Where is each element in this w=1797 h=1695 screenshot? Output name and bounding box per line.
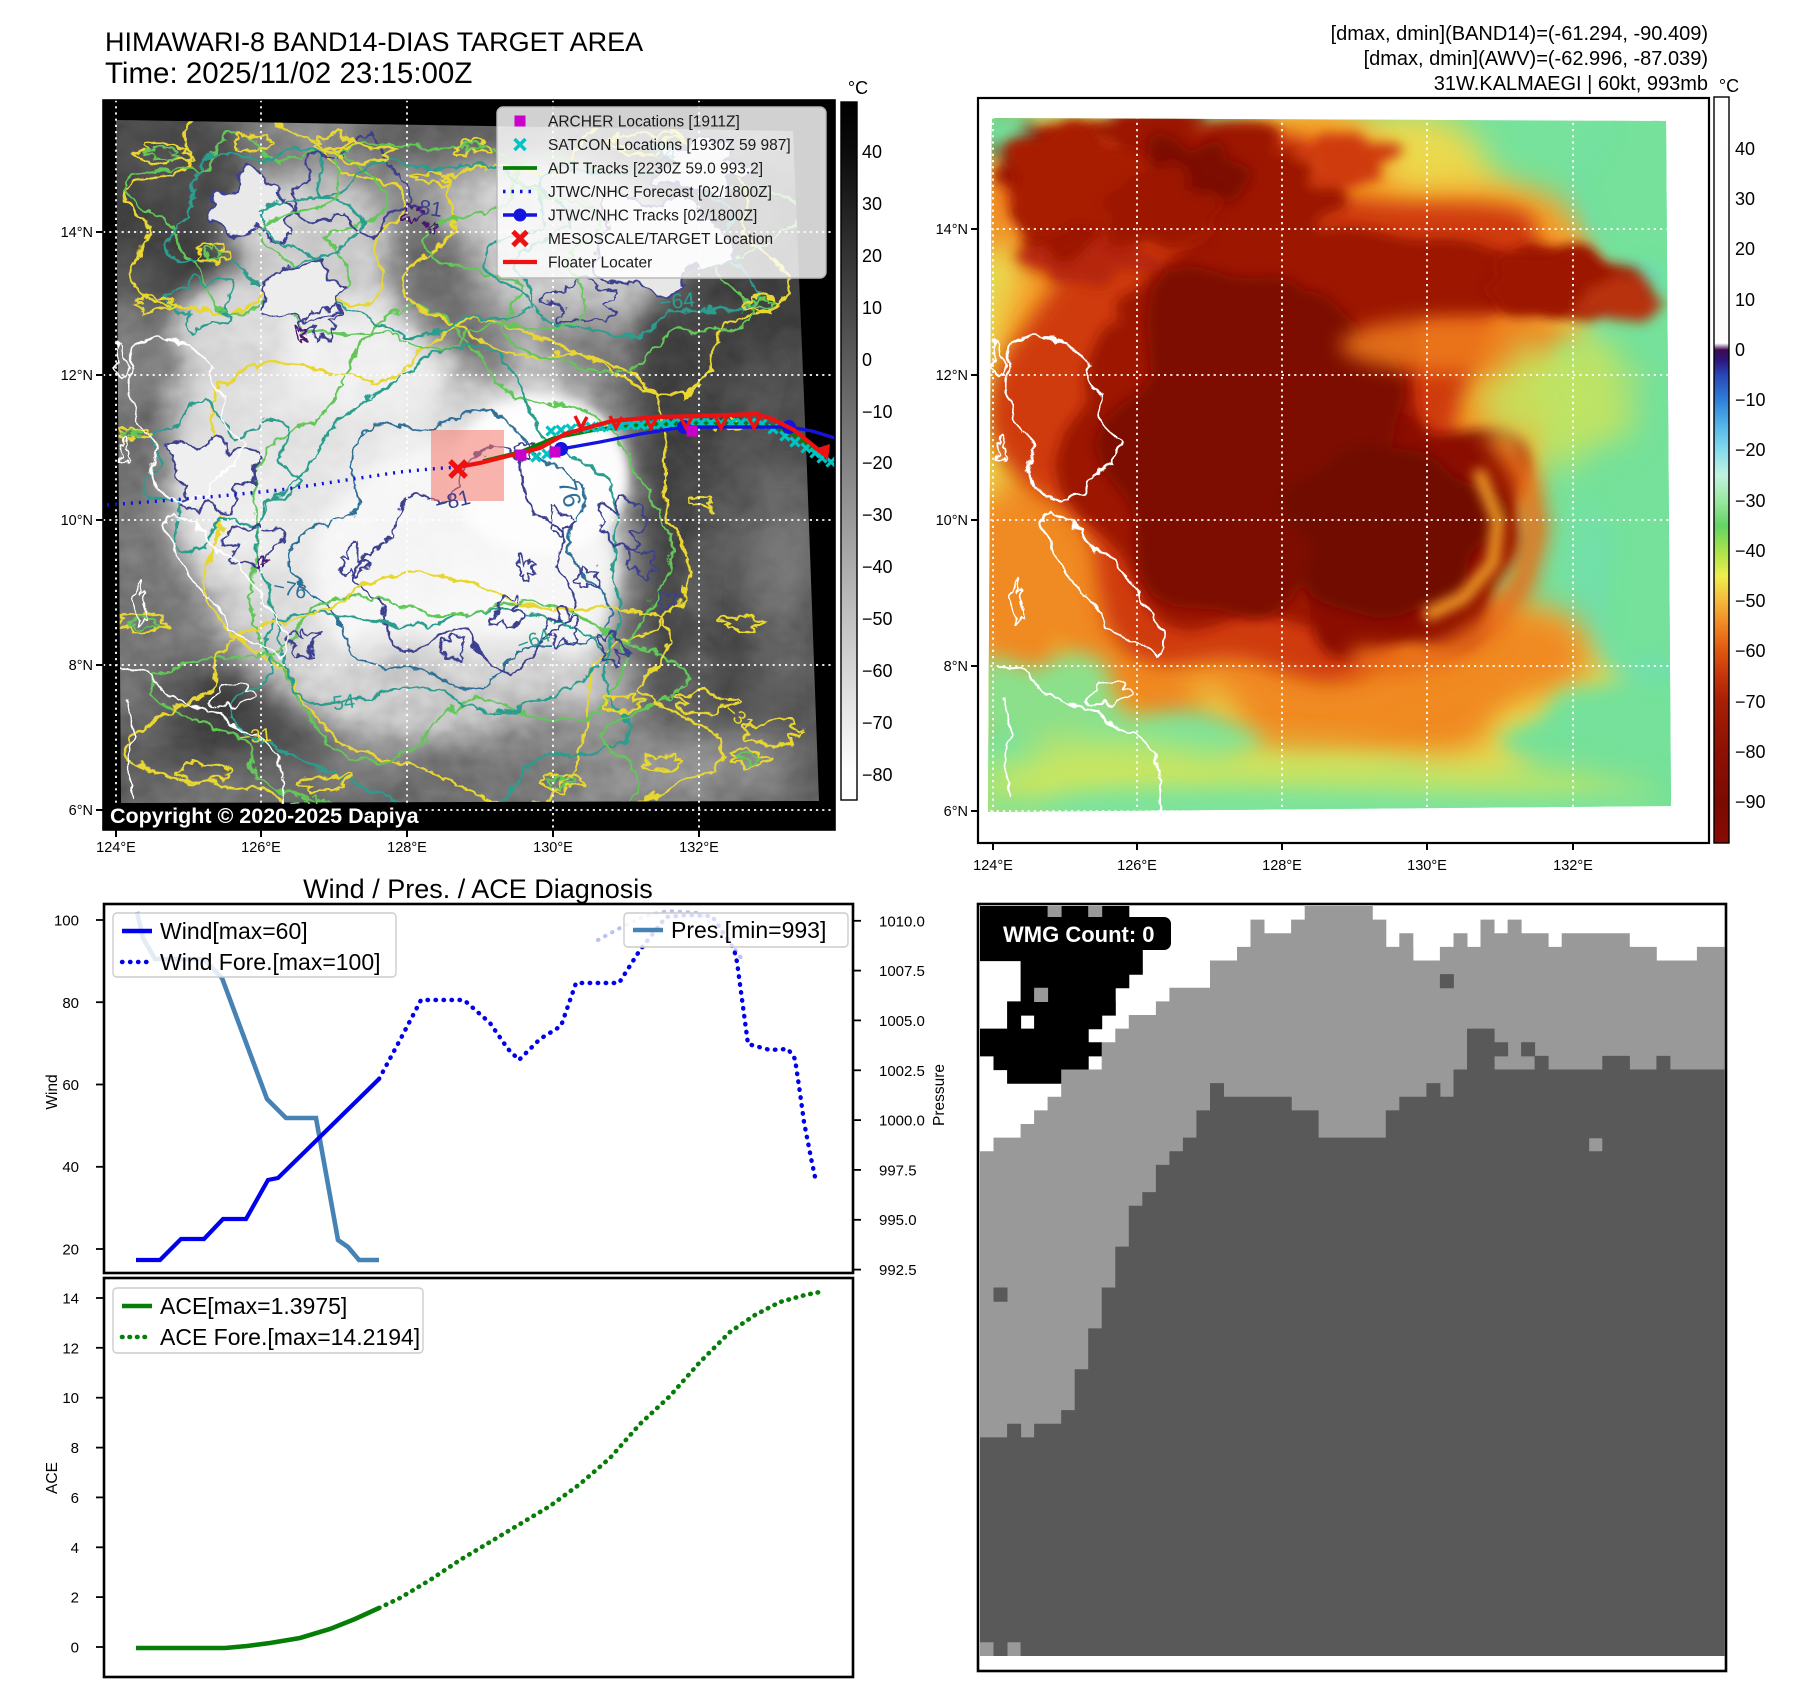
svg-text:HIMAWARI-8 BAND14-DIAS TARGET: HIMAWARI-8 BAND14-DIAS TARGET AREA	[105, 27, 643, 57]
svg-text:Copyright © 2020-2025 Dapiya: Copyright © 2020-2025 Dapiya	[110, 804, 420, 828]
svg-text:10: 10	[1735, 290, 1755, 310]
svg-text:−10: −10	[1735, 390, 1766, 410]
svg-text:0: 0	[1735, 340, 1745, 360]
svg-text:−81: −81	[405, 194, 443, 222]
svg-text:997.5: 997.5	[879, 1162, 917, 1179]
svg-text:40: 40	[1735, 139, 1755, 159]
svg-text:°C: °C	[1719, 76, 1739, 96]
svg-text:10: 10	[862, 298, 882, 318]
svg-text:10°N: 10°N	[936, 513, 968, 529]
svg-text:124°E: 124°E	[96, 840, 136, 856]
svg-text:−80: −80	[1735, 742, 1766, 762]
svg-text:ACE: ACE	[44, 1462, 61, 1494]
svg-text:4: 4	[71, 1540, 79, 1557]
svg-text:12: 12	[62, 1340, 79, 1357]
svg-text:−50: −50	[1735, 591, 1766, 611]
svg-text:Wind Fore.[max=100]: Wind Fore.[max=100]	[160, 949, 381, 975]
svg-text:2: 2	[71, 1590, 79, 1607]
svg-text:128°E: 128°E	[1262, 858, 1302, 874]
svg-text:132°E: 132°E	[679, 840, 719, 856]
svg-text:−30: −30	[862, 505, 893, 525]
svg-text:[dmax, dmin](AWV)=(-62.996, -8: [dmax, dmin](AWV)=(-62.996, -87.039)	[1364, 48, 1708, 70]
svg-text:30: 30	[1735, 189, 1755, 209]
svg-text:Pres.[min=993]: Pres.[min=993]	[671, 917, 826, 943]
svg-text:1007.5: 1007.5	[879, 963, 925, 980]
svg-text:0: 0	[71, 1640, 79, 1657]
svg-text:6: 6	[71, 1490, 79, 1507]
svg-text:31W.KALMAEGI | 60kt, 993mb: 31W.KALMAEGI | 60kt, 993mb	[1434, 73, 1708, 95]
svg-text:1002.5: 1002.5	[879, 1063, 925, 1080]
svg-text:14°N: 14°N	[61, 225, 93, 241]
svg-text:10: 10	[62, 1390, 79, 1407]
svg-text:12°N: 12°N	[936, 368, 968, 384]
svg-text:−10: −10	[862, 402, 893, 422]
svg-text:−70: −70	[1735, 692, 1766, 712]
svg-text:MESOSCALE/TARGET Location: MESOSCALE/TARGET Location	[548, 231, 773, 248]
svg-text:40: 40	[62, 1159, 79, 1176]
svg-text:−80: −80	[862, 765, 893, 785]
svg-text:20: 20	[862, 246, 882, 266]
svg-text:8°N: 8°N	[69, 658, 93, 674]
svg-text:8°N: 8°N	[944, 659, 968, 675]
svg-text:−50: −50	[862, 609, 893, 629]
svg-text:Wind: Wind	[44, 1074, 61, 1109]
svg-text:1005.0: 1005.0	[879, 1013, 925, 1030]
svg-text:14°N: 14°N	[936, 222, 968, 238]
svg-text:6°N: 6°N	[69, 803, 93, 819]
svg-text:−40: −40	[862, 557, 893, 577]
svg-text:30: 30	[862, 194, 882, 214]
svg-text:Wind[max=60]: Wind[max=60]	[160, 918, 308, 944]
svg-text:−20: −20	[862, 453, 893, 473]
svg-text:995.0: 995.0	[879, 1212, 917, 1229]
svg-text:6°N: 6°N	[944, 804, 968, 820]
svg-text:12°N: 12°N	[61, 368, 93, 384]
svg-text:Floater Locater: Floater Locater	[548, 255, 652, 272]
svg-text:Wind / Pres. / ACE Diagnosis: Wind / Pres. / ACE Diagnosis	[303, 874, 653, 904]
svg-text:−54: −54	[320, 690, 357, 717]
svg-text:Pressure: Pressure	[931, 1064, 948, 1126]
svg-text:°C: °C	[848, 78, 868, 98]
svg-text:0: 0	[862, 350, 872, 370]
svg-text:[dmax, dmin](BAND14)=(-61.294,: [dmax, dmin](BAND14)=(-61.294, -90.409)	[1331, 23, 1708, 45]
svg-text:−70: −70	[862, 713, 893, 733]
svg-text:SATCON Locations [1930Z 59 987: SATCON Locations [1930Z 59 987]	[548, 137, 791, 154]
svg-text:ARCHER Locations [1911Z]: ARCHER Locations [1911Z]	[548, 114, 740, 131]
svg-text:132°E: 132°E	[1553, 858, 1593, 874]
svg-text:14: 14	[62, 1291, 79, 1308]
svg-text:130°E: 130°E	[533, 840, 573, 856]
svg-text:20: 20	[1735, 239, 1755, 259]
svg-text:JTWC/NHC Tracks [02/1800Z]: JTWC/NHC Tracks [02/1800Z]	[548, 208, 757, 225]
svg-text:−31: −31	[238, 725, 272, 749]
svg-text:−64: −64	[658, 288, 696, 315]
svg-text:126°E: 126°E	[1117, 858, 1157, 874]
svg-text:992.5: 992.5	[879, 1262, 917, 1279]
svg-text:10°N: 10°N	[61, 513, 93, 529]
svg-text:130°E: 130°E	[1407, 858, 1447, 874]
svg-text:20: 20	[62, 1242, 79, 1259]
svg-text:80: 80	[62, 995, 79, 1012]
svg-text:−30: −30	[1735, 491, 1766, 511]
svg-text:Time: 2025/11/02 23:15:00Z: Time: 2025/11/02 23:15:00Z	[105, 57, 472, 90]
svg-text:−40: −40	[1735, 541, 1766, 561]
svg-text:100: 100	[54, 913, 79, 930]
svg-text:WMG Count: 0: WMG Count: 0	[1003, 922, 1155, 947]
svg-text:124°E: 124°E	[973, 858, 1013, 874]
svg-text:1000.0: 1000.0	[879, 1113, 925, 1130]
svg-text:−90: −90	[1735, 792, 1766, 812]
svg-text:40: 40	[862, 142, 882, 162]
svg-text:1010.0: 1010.0	[879, 913, 925, 930]
svg-text:−60: −60	[862, 661, 893, 681]
svg-text:128°E: 128°E	[387, 840, 427, 856]
svg-text:126°E: 126°E	[241, 840, 281, 856]
svg-text:−60: −60	[1735, 641, 1766, 661]
svg-text:ACE Fore.[max=14.2194]: ACE Fore.[max=14.2194]	[160, 1324, 420, 1350]
svg-text:8: 8	[71, 1440, 79, 1457]
svg-text:−20: −20	[1735, 440, 1766, 460]
svg-text:ADT Tracks [2230Z 59.0 993.2]: ADT Tracks [2230Z 59.0 993.2]	[548, 161, 763, 178]
svg-text:60: 60	[62, 1077, 79, 1094]
svg-text:ACE[max=1.3975]: ACE[max=1.3975]	[160, 1293, 347, 1319]
svg-text:JTWC/NHC Forecast [02/1800Z]: JTWC/NHC Forecast [02/1800Z]	[548, 184, 772, 201]
